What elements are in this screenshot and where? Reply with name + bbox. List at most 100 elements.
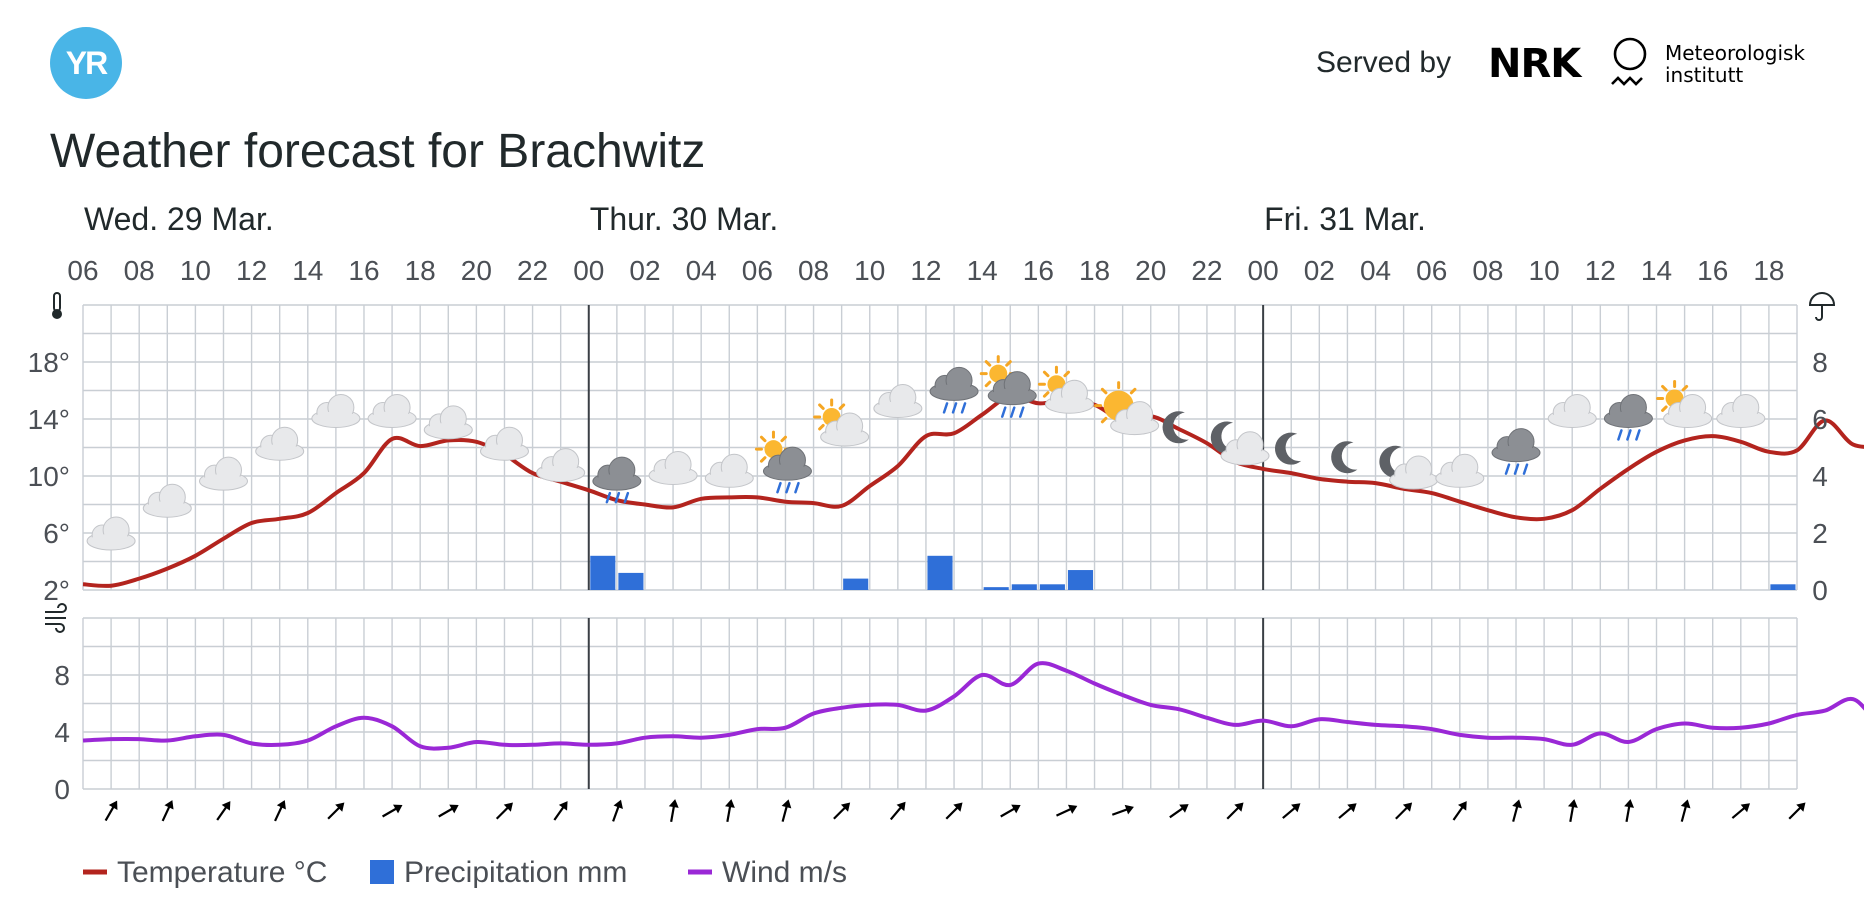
legend-label: Wind m/s [722, 856, 847, 889]
precip-bar [1770, 584, 1796, 590]
cloud-part [1606, 411, 1651, 426]
header: YR Served by NRK Meteorologisk institutt… [0, 0, 1864, 200]
moon-shape [1331, 441, 1358, 474]
rain-drop [942, 402, 949, 414]
rain-drop [794, 481, 800, 494]
cloud-part [313, 411, 358, 426]
sun-ray [1129, 387, 1137, 395]
arrow-head [1067, 804, 1078, 814]
cloud-icon [255, 426, 305, 461]
hour-tick-label: 12 [236, 255, 267, 286]
precipitation-bars [590, 555, 1796, 590]
cloud-part [201, 474, 246, 489]
rain-drop [1513, 463, 1520, 475]
moon-shape [1379, 445, 1406, 478]
hour-tick-label: 22 [517, 255, 548, 286]
cloud-icon [142, 483, 192, 518]
legend: Temperature °C Precipitation mm Wind m/s [83, 856, 847, 889]
sun-ray [1042, 391, 1050, 398]
rain-drop [614, 491, 621, 504]
nrk-logo[interactable]: NRK [1488, 41, 1581, 87]
sun-ray [1661, 384, 1668, 392]
precip-bar [1067, 570, 1094, 590]
wind-arrow-icon [495, 802, 513, 820]
precipitation-tick-label: 4 [1812, 461, 1828, 492]
wind-arrow-icon [833, 802, 851, 820]
cloud-icon [86, 516, 136, 551]
precip-bar [843, 578, 869, 590]
day-label: Fri. 31 Mar. [1264, 201, 1426, 237]
arrow-head [1458, 801, 1467, 811]
hour-tick-label: 02 [629, 255, 660, 286]
moon-shape [1210, 421, 1238, 454]
rain-drop [951, 402, 958, 414]
yr-logo[interactable]: YR [50, 27, 122, 99]
sun-ray [759, 456, 767, 463]
wind-arrow-icon [1226, 802, 1244, 820]
wind-arrow-icon [725, 799, 735, 823]
arrow-head [1567, 799, 1578, 808]
arrow-head [164, 800, 174, 810]
cloud-icon [423, 405, 473, 440]
weather-icons [86, 355, 1766, 551]
arrow-head [1011, 804, 1021, 814]
rain-drop [605, 491, 612, 504]
precipitation-tick-label: 2 [1812, 518, 1828, 549]
rain-drop [1522, 463, 1529, 475]
cloud-part [765, 464, 810, 479]
rain-drop [1617, 429, 1623, 441]
cloud-part [594, 474, 639, 489]
rain-drop [776, 481, 782, 494]
met-institute-logo-icon[interactable] [1608, 34, 1652, 94]
cloud-part [482, 444, 527, 459]
arrow-head [1740, 803, 1750, 813]
met-line-2: institutt [1665, 63, 1744, 87]
sun-ray [984, 380, 992, 388]
arrow-head [503, 802, 513, 812]
cloud-part [1665, 411, 1710, 426]
arrow-head [221, 801, 231, 811]
arrow-head [896, 801, 906, 812]
hour-tick-label: 04 [686, 255, 717, 286]
hour-tick-label: 18 [1079, 255, 1110, 286]
wind-tick-label: 4 [54, 717, 70, 748]
wind-stroke [45, 623, 65, 633]
sun-ray [1063, 370, 1070, 378]
wind-arrow-icon [553, 801, 568, 821]
moon-cloud-icon [1379, 445, 1439, 490]
met-line-1: Meteorologisk [1665, 41, 1806, 65]
sun-ray [1100, 416, 1108, 424]
cloud-part [370, 411, 415, 426]
rain-drop [785, 481, 791, 494]
precip-bar [927, 555, 953, 590]
temperature-tick-label: 18° [28, 347, 70, 378]
precip-bar [618, 572, 644, 590]
cloud-icon [311, 393, 361, 428]
moon-icon [1162, 411, 1189, 444]
sun-ray [1042, 370, 1050, 378]
met-institute-logo-text[interactable]: Meteorologisk institutt [1665, 42, 1805, 86]
sun-ray [1005, 360, 1012, 367]
arrow-head [840, 802, 851, 812]
arrow-head [725, 799, 735, 808]
arrow-head [1796, 802, 1806, 812]
wind-arrow-icon [1452, 801, 1467, 821]
cloud-part [1494, 445, 1539, 460]
arrow-head [449, 804, 459, 814]
rain-cloud-icon [592, 456, 642, 504]
hour-tick-label: 06 [742, 255, 773, 286]
hour-tick-label: 08 [124, 255, 155, 286]
wind-line [82, 661, 1864, 751]
cloud-part [1437, 471, 1482, 486]
hour-tick-label: 06 [67, 255, 98, 286]
umbrella-canopy [1808, 292, 1836, 306]
hour-tick-label: 10 [854, 255, 885, 286]
wind-tick-label: 0 [54, 774, 70, 805]
temperature-tick-label: 6° [43, 518, 70, 549]
moon-shape [1274, 432, 1302, 465]
sun-cloud-icon [1037, 365, 1094, 414]
day-label: Thur. 30 Mar. [590, 201, 779, 237]
hour-tick-label: 08 [1472, 255, 1503, 286]
sun-ray [1661, 405, 1668, 412]
